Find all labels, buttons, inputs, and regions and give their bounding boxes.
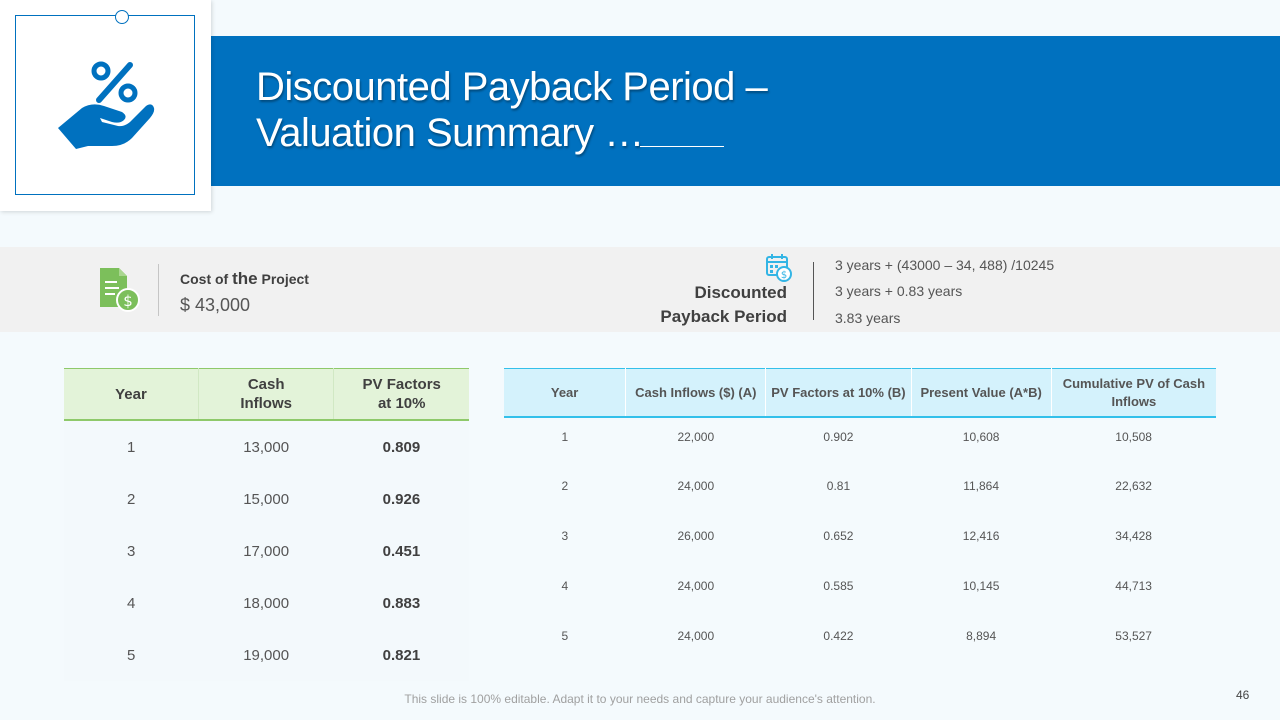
table-row: 1 13,000 0.809 (64, 420, 469, 473)
column-header-line: at 10% (377, 395, 426, 412)
table-cell: 24,000 (677, 629, 715, 643)
table-header-row: Year Cash Inflows PV Factors at 10% (64, 368, 469, 420)
table-cell: 22,632 (1115, 479, 1152, 493)
table-cell: 12,416 (962, 529, 1000, 543)
table-cell: 24,000 (677, 479, 715, 493)
table-cell: 2 (64, 473, 199, 525)
valuation-table: Year Cash Inflows ($) (A) PV Factors at … (504, 368, 1216, 667)
cost-separator (158, 264, 159, 316)
table-row: 5 24,000 0.422 8,894 53,527 (504, 617, 1216, 667)
payback-calc-line: 3 years + 0.83 years (835, 283, 963, 299)
hand-percent-icon (58, 61, 155, 149)
table-cell: 10,508 (1115, 430, 1152, 444)
page-title: Discounted Payback Period – Valuation Su… (256, 64, 896, 156)
payback-label-line: Discounted (694, 283, 787, 302)
cost-label-part: Cost of (180, 271, 233, 287)
cost-label: Cost of the Project (180, 269, 309, 289)
column-header: Cash Inflows (197, 368, 334, 420)
icon-frame (15, 15, 195, 195)
document-dollar-icon: $ (100, 268, 140, 312)
header-band (210, 36, 1280, 186)
table-cell: 5 (561, 629, 569, 643)
table-cell: 3 (64, 525, 199, 577)
table-cell: 8,894 (966, 629, 997, 643)
calendar-dollar-icon: $ (766, 254, 792, 282)
table-cell: 26,000 (677, 529, 715, 543)
payback-separator (813, 262, 814, 320)
payback-label: Discounted Payback Period (640, 281, 787, 329)
table-cell: 24,000 (677, 579, 715, 593)
column-header-line: PV Factors (362, 376, 441, 393)
column-header: Present Value (A*B) (910, 368, 1052, 417)
table-cell: 1 (561, 430, 569, 444)
table-cell: 4 (64, 577, 199, 629)
table-row: 3 26,000 0.652 12,416 34,428 (504, 517, 1216, 567)
payback-label-line: Payback Period (660, 307, 787, 326)
table-cell: 53,527 (1115, 629, 1152, 643)
table-header-row: Year Cash Inflows ($) (A) PV Factors at … (504, 368, 1216, 417)
column-header: PV Factors at 10% (B) (765, 368, 911, 417)
column-header: Cash Inflows ($) (A) (625, 368, 766, 417)
table-cell: 0.883 (333, 577, 469, 629)
svg-text:$: $ (123, 292, 133, 310)
table-cell: 11,864 (963, 479, 1000, 493)
table-row: 4 24,000 0.585 10,145 44,713 (504, 567, 1216, 617)
footer-note: This slide is 100% editable. Adapt it to… (404, 692, 876, 706)
column-header-line: Cash (247, 376, 285, 393)
table-cell: 34,428 (1115, 529, 1152, 543)
table-cell: 10,608 (962, 430, 1000, 444)
table-cell: 0.821 (333, 629, 469, 681)
page-number: 46 (1236, 688, 1250, 702)
title-line-2: Valuation Summary … (256, 111, 644, 155)
table-cell: 0.652 (823, 529, 854, 543)
table-cell: 15,000 (198, 473, 334, 525)
table-cell: 0.585 (823, 579, 854, 593)
cash-inflows-table: Year Cash Inflows PV Factors at 10% 1 13,00… (64, 368, 469, 681)
table-cell: 3 (561, 529, 569, 543)
icon-card (0, 0, 211, 211)
table-cell: 0.451 (333, 525, 469, 577)
column-header-line: Inflows (240, 395, 292, 412)
table-cell: 1 (64, 420, 199, 473)
table-cell: 0.809 (333, 420, 469, 473)
payback-calc-line: 3 years + (43000 – 34, 488) /10245 (835, 257, 1055, 273)
pin-icon (115, 10, 129, 24)
table-cell: 2 (561, 479, 569, 493)
table-row: 4 18,000 0.883 (64, 577, 469, 629)
cost-label-part: Project (257, 271, 309, 287)
table-cell: 19,000 (198, 629, 334, 681)
table-cell: 44,713 (1115, 579, 1152, 593)
table-row: 2 15,000 0.926 (64, 473, 469, 525)
table-row: 5 19,000 0.821 (64, 629, 469, 681)
table-cell: 0.926 (333, 473, 469, 525)
table-row: 2 24,000 0.81 11,864 22,632 (504, 467, 1216, 517)
table-cell: 13,000 (198, 420, 334, 473)
svg-text:$: $ (781, 270, 787, 281)
table-cell: 18,000 (198, 577, 334, 629)
column-header: Year (64, 368, 199, 420)
title-line-1: Discounted Payback Period – (256, 65, 768, 109)
table-row: 3 17,000 0.451 (64, 525, 469, 577)
column-header: Year (504, 368, 626, 417)
table-cell: 0.422 (823, 629, 854, 643)
table-cell: 17,000 (198, 525, 334, 577)
column-header: Cumulative PV of Cash Inflows (1050, 368, 1216, 417)
table-cell: 10,145 (962, 579, 1000, 593)
payback-calc-line: 3.83 years (835, 310, 901, 326)
table-cell: 4 (561, 579, 569, 593)
cost-value: $ 43,000 (180, 295, 251, 315)
table-cell: 0.81 (826, 479, 851, 493)
summary-band (0, 247, 1280, 332)
table-cell: 5 (64, 629, 199, 681)
column-header: PV Factors at 10% (333, 368, 469, 420)
table-row: 1 22,000 0.902 10,608 10,508 (504, 417, 1216, 467)
cost-label-part: the (232, 269, 258, 288)
table-cell: 0.902 (823, 430, 854, 444)
table-cell: 22,000 (677, 430, 715, 444)
title-underline (640, 146, 724, 147)
